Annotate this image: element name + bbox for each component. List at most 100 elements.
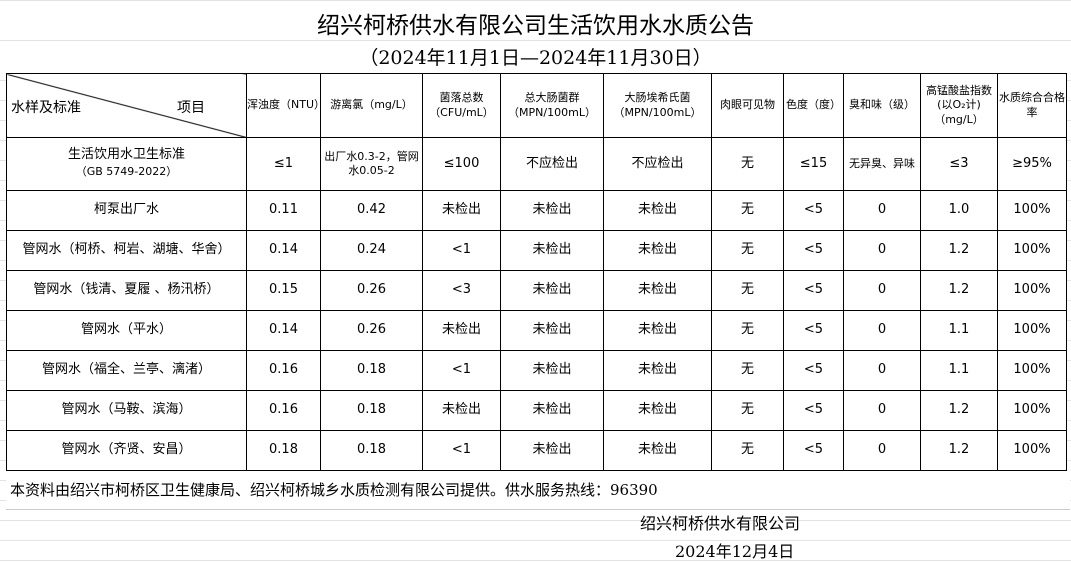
result-value: 0.18 bbox=[246, 430, 321, 471]
sample-name: 柯泵出厂水 bbox=[6, 190, 247, 231]
result-value: 未检出 bbox=[422, 190, 501, 231]
result-value: 0.18 bbox=[320, 390, 423, 431]
standard-value: ≤1 bbox=[246, 137, 321, 191]
standard-value: 无 bbox=[711, 137, 784, 191]
result-value: 0.16 bbox=[246, 390, 321, 431]
column-header: 水质综合合格率 bbox=[997, 73, 1067, 138]
result-value: 0.15 bbox=[246, 270, 321, 311]
result-value: 未检出 bbox=[603, 310, 712, 351]
result-value: 无 bbox=[711, 270, 784, 311]
result-value: 1.2 bbox=[920, 390, 998, 431]
result-value: 100% bbox=[997, 310, 1067, 351]
company-name: 绍兴柯桥供水有限公司 bbox=[640, 514, 801, 533]
standard-value: ≤100 bbox=[422, 137, 501, 191]
result-value: 未检出 bbox=[422, 390, 501, 431]
result-value: 未检出 bbox=[500, 190, 604, 231]
result-value: 0.26 bbox=[320, 310, 423, 351]
column-header: 高锰酸盐指数(以O₂计)（mg/L） bbox=[920, 73, 998, 138]
result-value: 1.2 bbox=[920, 270, 998, 311]
result-value: <5 bbox=[783, 390, 844, 431]
result-value: 未检出 bbox=[500, 310, 604, 351]
water-quality-table: 水样及标准 项目 浑浊度（NTU） 游离氯（mg/L） 菌落总数（CFU/mL） 总大肠… bbox=[6, 73, 1067, 471]
table-row: 管网水（钱清、夏履 、杨汛桥） 0.15 0.26 <3 未检出 未检出无 <5 0 1.2 10… bbox=[6, 270, 1067, 311]
result-value: <5 bbox=[783, 310, 844, 351]
sample-name: 管网水（柯桥、柯岩、湖塘、华舍） bbox=[6, 230, 247, 271]
column-header: 色度（度） bbox=[783, 73, 844, 138]
corner-header: 水样及标准 项目 bbox=[6, 73, 247, 138]
publish-date: 2024年12月4日 bbox=[675, 542, 795, 561]
result-value: 0 bbox=[843, 190, 921, 231]
result-value: 无 bbox=[711, 190, 784, 231]
result-value: 0.14 bbox=[246, 230, 321, 271]
column-header: 浑浊度（NTU） bbox=[246, 73, 325, 138]
standard-code: （GB 5749-2022） bbox=[75, 165, 178, 178]
result-value: 无 bbox=[711, 390, 784, 431]
result-value: 无 bbox=[711, 350, 784, 391]
standard-name: 生活饮用水卫生标准 bbox=[67, 147, 185, 163]
result-value: 1.1 bbox=[920, 310, 998, 351]
standard-value: ≤3 bbox=[920, 137, 998, 191]
result-value: 0.18 bbox=[320, 350, 423, 391]
column-header: 大肠埃希氏菌（MPN/100mL） bbox=[603, 73, 712, 138]
table-row: 柯泵出厂水 0.11 0.42 未检出 未检出 未检出无 <5 0 1.0 100% bbox=[6, 190, 1067, 231]
result-value: 0 bbox=[843, 430, 921, 471]
result-value: 100% bbox=[997, 190, 1067, 231]
standard-value: ≥95% bbox=[997, 137, 1067, 191]
sample-name: 管网水（马鞍、滨海） bbox=[6, 390, 247, 431]
result-value: <3 bbox=[422, 270, 501, 311]
result-value: 未检出 bbox=[603, 390, 712, 431]
column-header: 菌落总数（CFU/mL） bbox=[422, 73, 501, 138]
result-value: 0.26 bbox=[320, 270, 423, 311]
column-header: 臭和味（级） bbox=[843, 73, 921, 138]
standard-value: 不应检出 bbox=[500, 137, 604, 191]
sample-name: 管网水（福全、兰亭、漓渚） bbox=[6, 350, 247, 391]
result-value: 无 bbox=[711, 430, 784, 471]
result-value: <1 bbox=[422, 230, 501, 271]
result-value: <5 bbox=[783, 230, 844, 271]
result-value: 未检出 bbox=[422, 310, 501, 351]
result-value: 0.16 bbox=[246, 350, 321, 391]
result-value: 0.42 bbox=[320, 190, 423, 231]
sample-name: 管网水（齐贤、安昌） bbox=[6, 430, 247, 471]
page-title: 绍兴柯桥供水有限公司生活饮用水水质公告 bbox=[0, 6, 1071, 40]
result-value: 0 bbox=[843, 310, 921, 351]
result-value: 无 bbox=[711, 310, 784, 351]
result-value: 未检出 bbox=[500, 390, 604, 431]
table-row: 管网水（柯桥、柯岩、湖塘、华舍） 0.14 0.24 <1 未检出 未检出无 <5 0 1.2 1… bbox=[6, 230, 1067, 271]
result-value: 未检出 bbox=[603, 270, 712, 311]
result-value: 无 bbox=[711, 230, 784, 271]
result-value: 未检出 bbox=[603, 230, 712, 271]
result-value: 100% bbox=[997, 390, 1067, 431]
column-header: 肉眼可见物 bbox=[711, 73, 784, 138]
sample-name: 管网水（平水） bbox=[6, 310, 247, 351]
result-value: <5 bbox=[783, 190, 844, 231]
result-value: 未检出 bbox=[500, 270, 604, 311]
result-value: 未检出 bbox=[500, 230, 604, 271]
result-value: 0 bbox=[843, 350, 921, 391]
result-value: 100% bbox=[997, 270, 1067, 311]
result-value: 1.2 bbox=[920, 430, 998, 471]
sample-name: 管网水（钱清、夏履 、杨汛桥） bbox=[6, 270, 247, 311]
table-row: 管网水（平水） 0.14 0.26 未检出 未检出 未检出无 <5 0 1.1 100% bbox=[6, 310, 1067, 351]
standard-name-cell: 生活饮用水卫生标准 （GB 5749-2022） bbox=[6, 137, 247, 191]
result-value: <5 bbox=[783, 350, 844, 391]
page-subtitle: （2024年11月1日—2024年11月30日） bbox=[0, 43, 1071, 71]
result-value: 未检出 bbox=[500, 430, 604, 471]
result-value: <5 bbox=[783, 430, 844, 471]
result-value: 100% bbox=[997, 230, 1067, 271]
result-value: 未检出 bbox=[500, 350, 604, 391]
result-value: <1 bbox=[422, 430, 501, 471]
standard-value: 不应检出 bbox=[603, 137, 712, 191]
result-value: 0.14 bbox=[246, 310, 321, 351]
result-value: 0 bbox=[843, 230, 921, 271]
result-value: 0.24 bbox=[320, 230, 423, 271]
result-value: 1.0 bbox=[920, 190, 998, 231]
result-value: 0 bbox=[843, 270, 921, 311]
source-note: 本资料由绍兴市柯桥区卫生健康局、绍兴柯桥城乡水质检测有限公司提供。供水服务热线：… bbox=[6, 471, 1070, 510]
result-value: 0.18 bbox=[320, 430, 423, 471]
result-value: 1.1 bbox=[920, 350, 998, 391]
standard-value: 出厂水0.3-2，管网水0.05-2 bbox=[320, 137, 423, 191]
result-value: 0.11 bbox=[246, 190, 321, 231]
result-value: 1.2 bbox=[920, 230, 998, 271]
column-header: 游离氯（mg/L） bbox=[320, 73, 423, 138]
